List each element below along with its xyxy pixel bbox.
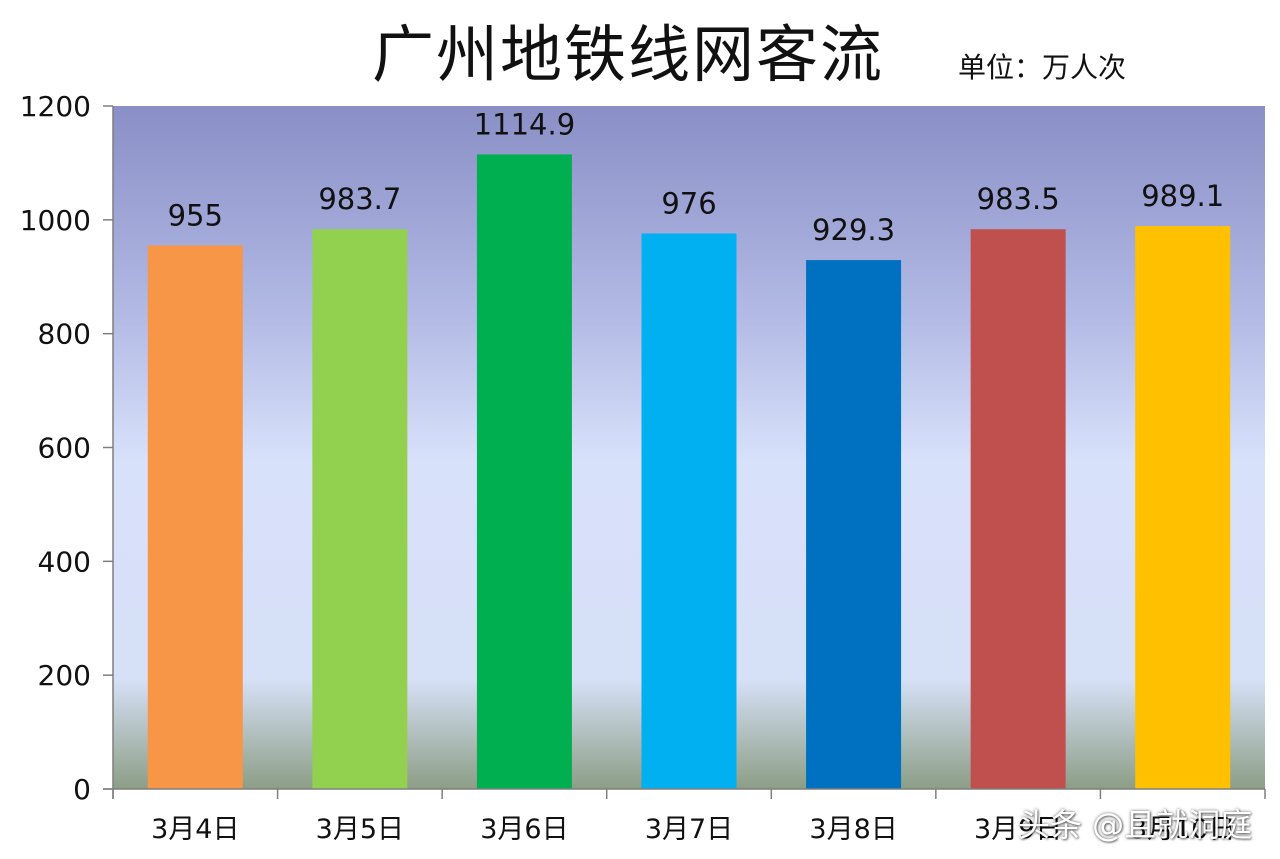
y-tick-label: 200: [38, 659, 91, 692]
y-tick-label: 800: [38, 318, 91, 351]
chart-title: 广州地铁线网客流: [372, 18, 885, 91]
y-tick-label: 400: [38, 545, 91, 578]
x-tick-label: 3月10日: [1130, 814, 1236, 845]
bar-value-label: 929.3: [812, 213, 895, 247]
bar-1: [147, 245, 243, 790]
x-tick-label: 3月6日: [480, 814, 568, 845]
x-tick-label: 3月5日: [316, 814, 404, 845]
y-tick-label: 600: [38, 432, 91, 465]
bar-value-label: 1114.9: [474, 107, 575, 141]
bar-value-label: 955: [168, 198, 223, 232]
bar-value-label: 989.1: [1141, 179, 1224, 213]
x-tick-label: 3月9日: [974, 814, 1062, 845]
bar-2: [312, 229, 408, 790]
bar-value-label: 976: [661, 186, 716, 220]
bar-7: [1135, 226, 1231, 790]
bar-value-label: 983.7: [318, 182, 401, 216]
y-tick-label: 0: [73, 773, 91, 806]
axes-layer: 3月4日 3月5日 3月6日 3月7日 3月8日 3月9日 3月10日 0 200 400 600 8…: [20, 90, 1266, 845]
bar-5: [806, 260, 902, 789]
x-tick-label: 3月8日: [809, 814, 897, 845]
x-tick-label: 3月7日: [645, 814, 733, 845]
unit-label: 单位：万人次: [958, 51, 1127, 84]
watermark-text: 头条 @且就洞庭: [1018, 806, 1253, 844]
x-tick-label: 3月4日: [151, 814, 239, 845]
bar-3: [476, 154, 572, 789]
bar-6: [970, 229, 1066, 789]
bar-4: [641, 233, 737, 789]
y-tick-label: 1000: [20, 204, 91, 237]
bars-layer: 955 983.7 1114.9 976 929.3 983.5 989.1: [147, 107, 1231, 790]
bar-value-label: 983.5: [977, 182, 1060, 216]
y-tick-label: 1200: [20, 90, 91, 123]
